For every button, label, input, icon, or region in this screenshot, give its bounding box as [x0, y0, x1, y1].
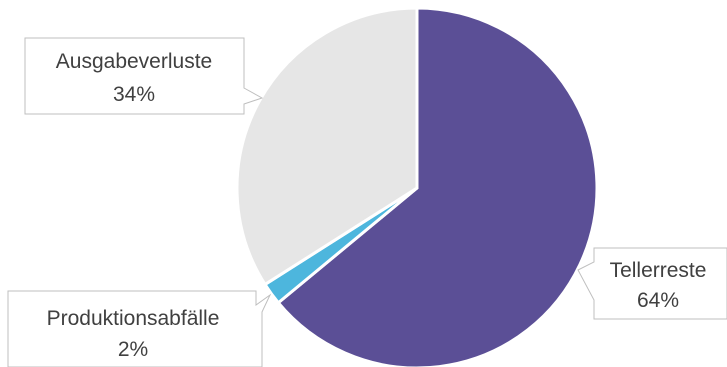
- callout-box-ausgabeverluste: [24, 37, 264, 115]
- slice-label-produktionsabfaelle: Produktionsabfälle: [47, 307, 220, 330]
- pie-slices: [235, 6, 599, 367]
- slice-value-tellerreste: 64%: [637, 289, 679, 312]
- pie-slice-tellerreste: [276, 6, 599, 367]
- callout-ausgabeverluste: Ausgabeverluste 34%: [24, 37, 264, 115]
- callout-box-produktionsabfaelle: [7, 290, 272, 367]
- slice-value-ausgabeverluste: 34%: [113, 83, 155, 106]
- callout-box-tellerreste: [577, 247, 727, 320]
- slice-label-tellerreste: Tellerreste: [610, 259, 707, 282]
- pie-slice-ausgabeverluste: [235, 6, 419, 286]
- slice-label-ausgabeverluste: Ausgabeverluste: [56, 50, 212, 73]
- callout-tellerreste: Tellerreste 64%: [577, 247, 727, 320]
- callout-produktionsabfaelle: Produktionsabfälle 2%: [7, 290, 272, 367]
- slice-value-produktionsabfaelle: 2%: [118, 338, 148, 361]
